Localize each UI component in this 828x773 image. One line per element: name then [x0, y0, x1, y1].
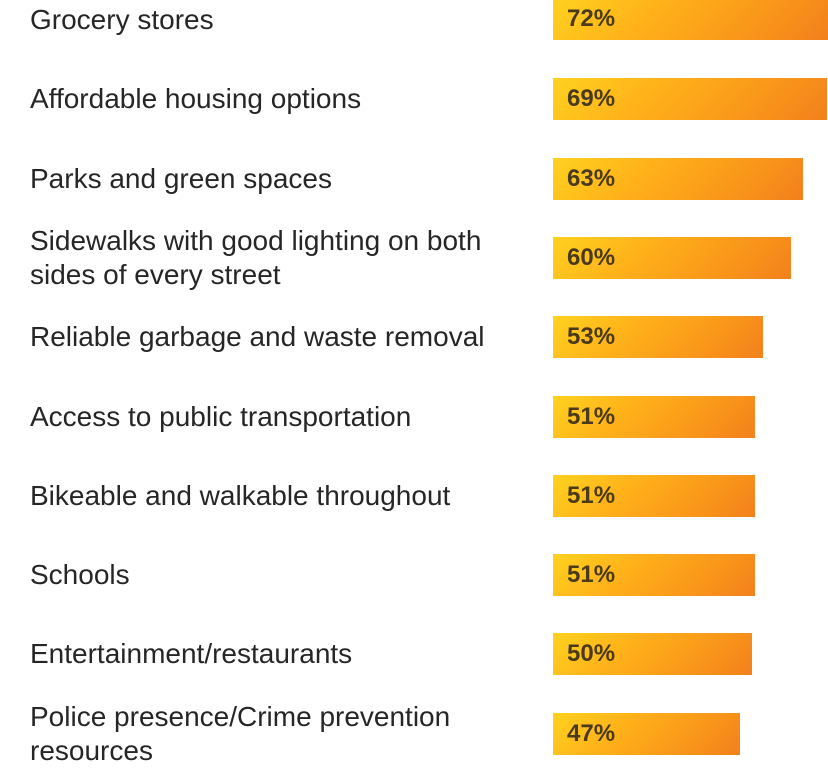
bar-row: Entertainment/restaurants 50%	[0, 615, 828, 694]
value-label: 50%	[567, 640, 616, 668]
bar-row: Access to public transportation 51%	[0, 377, 828, 456]
bar	[553, 316, 764, 359]
bar	[553, 633, 752, 676]
category-label: Sidewalks with good lighting on both sid…	[30, 224, 482, 290]
category-label: Bikeable and walkable throughout	[30, 479, 451, 511]
category-label: Access to public transportation	[30, 400, 412, 432]
category-label: Reliable garbage and waste removal	[30, 321, 485, 353]
value-label: 51%	[567, 481, 616, 509]
category-label: Parks and green spaces	[30, 162, 332, 194]
category-label: Schools	[30, 559, 130, 591]
value-label: 51%	[567, 402, 616, 430]
bar	[553, 474, 756, 517]
bar	[553, 395, 756, 438]
category-label: Police presence/Crime prevention resourc…	[30, 700, 451, 766]
bar-row: Bikeable and walkable throughout 51%	[0, 456, 828, 535]
bar	[553, 157, 804, 200]
value-label: 63%	[567, 164, 616, 192]
bar-row: Police presence/Crime prevention resourc…	[0, 694, 828, 773]
bar-row: Parks and green spaces 63%	[0, 139, 828, 218]
bar-row: Schools 51%	[0, 536, 828, 615]
value-label: 69%	[567, 85, 616, 113]
bar	[553, 78, 827, 121]
value-label: 72%	[567, 5, 616, 32]
category-label: Entertainment/restaurants	[30, 638, 353, 670]
bar-row: Grocery stores 72%	[0, 0, 828, 60]
category-label: Grocery stores	[30, 4, 214, 35]
bar-row: Reliable garbage and waste removal 53%	[0, 298, 828, 377]
bar	[553, 236, 792, 279]
bar	[553, 554, 756, 597]
value-label: 53%	[567, 323, 616, 351]
bar-row: Sidewalks with good lighting on both sid…	[0, 218, 828, 297]
value-label: 47%	[567, 719, 616, 747]
bar	[553, 0, 828, 40]
bar-row: Affordable housing options 69%	[0, 60, 828, 139]
value-label: 60%	[567, 243, 616, 271]
category-label: Affordable housing options	[30, 83, 362, 115]
bar	[553, 712, 740, 755]
value-label: 51%	[567, 561, 616, 589]
